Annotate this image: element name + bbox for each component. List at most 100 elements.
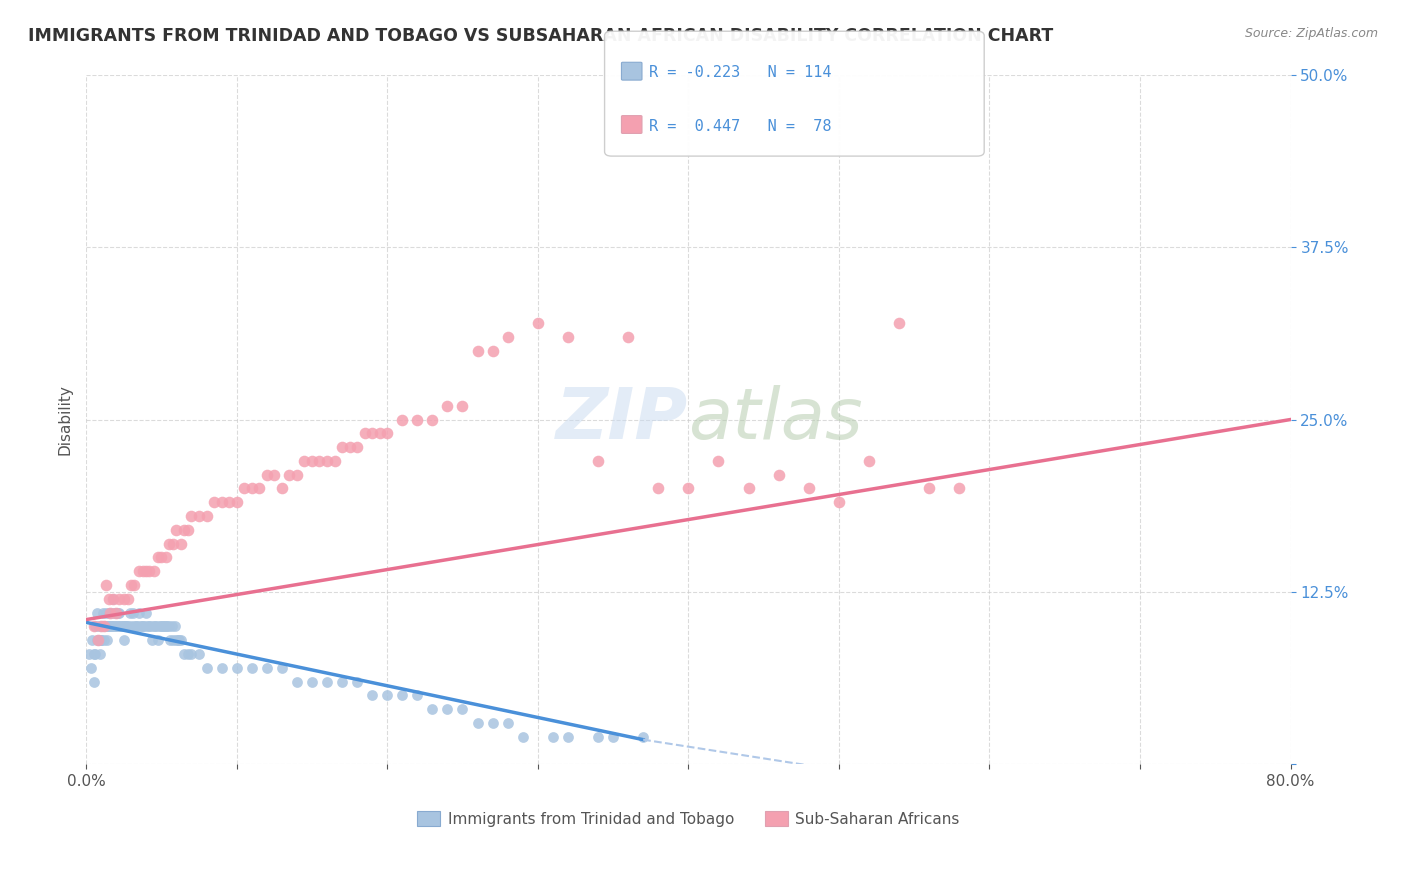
Point xyxy=(77,647,100,661)
Point xyxy=(858,454,880,468)
Point xyxy=(142,564,165,578)
Point xyxy=(256,661,278,675)
Point xyxy=(93,619,115,633)
Point xyxy=(89,647,111,661)
Point xyxy=(195,509,218,524)
Point xyxy=(157,537,180,551)
Y-axis label: Disability: Disability xyxy=(58,384,72,455)
Point xyxy=(188,509,211,524)
Point xyxy=(225,661,247,675)
Point xyxy=(121,606,143,620)
Point xyxy=(948,482,970,496)
Point xyxy=(150,619,173,633)
Point xyxy=(887,316,910,330)
Text: ZIP: ZIP xyxy=(557,385,689,454)
Point xyxy=(104,606,127,620)
Point xyxy=(247,482,270,496)
Point xyxy=(557,329,579,343)
Point xyxy=(180,647,202,661)
Point xyxy=(797,482,820,496)
Point xyxy=(422,702,444,716)
Point xyxy=(90,619,112,633)
Point xyxy=(108,619,131,633)
Point xyxy=(101,619,124,633)
Point xyxy=(467,343,489,358)
Point xyxy=(91,619,114,633)
Point xyxy=(173,523,195,537)
Point xyxy=(79,661,101,675)
Point xyxy=(233,482,256,496)
Point xyxy=(107,606,129,620)
Point xyxy=(91,606,114,620)
Point xyxy=(602,730,624,744)
Point xyxy=(83,619,105,633)
Point xyxy=(108,591,131,606)
Point xyxy=(117,619,139,633)
Point xyxy=(481,343,503,358)
Point xyxy=(292,454,315,468)
Point xyxy=(134,619,156,633)
Point xyxy=(301,454,323,468)
Point xyxy=(87,619,110,633)
Point xyxy=(496,716,519,731)
Point xyxy=(87,633,110,648)
Point xyxy=(104,619,127,633)
Point xyxy=(165,523,187,537)
Point xyxy=(173,647,195,661)
Point xyxy=(316,454,339,468)
Point xyxy=(162,537,184,551)
Point xyxy=(256,467,278,482)
Point xyxy=(496,329,519,343)
Point xyxy=(436,702,458,716)
Point xyxy=(114,619,136,633)
Point xyxy=(86,633,108,648)
Point xyxy=(526,316,548,330)
Point xyxy=(107,619,129,633)
Point xyxy=(512,730,534,744)
Point xyxy=(153,619,176,633)
Point xyxy=(225,495,247,509)
Point xyxy=(316,674,339,689)
Point xyxy=(156,619,179,633)
Point xyxy=(240,482,263,496)
Point xyxy=(375,689,398,703)
Point xyxy=(143,619,166,633)
Point xyxy=(112,591,135,606)
Point xyxy=(129,619,152,633)
Point xyxy=(98,619,121,633)
Point xyxy=(375,426,398,441)
Point xyxy=(301,674,323,689)
Point xyxy=(83,647,105,661)
Point xyxy=(96,619,118,633)
Point xyxy=(97,619,120,633)
Point xyxy=(170,633,193,648)
Point xyxy=(94,619,117,633)
Text: R =  0.447   N =  78: R = 0.447 N = 78 xyxy=(650,119,831,134)
Point xyxy=(152,619,174,633)
Point xyxy=(97,591,120,606)
Point xyxy=(270,661,292,675)
Point xyxy=(361,689,384,703)
Point xyxy=(323,454,346,468)
Point xyxy=(211,661,233,675)
Point xyxy=(120,578,142,592)
Point xyxy=(122,578,145,592)
Point xyxy=(406,412,429,426)
Point xyxy=(285,467,308,482)
Point xyxy=(120,619,142,633)
Point xyxy=(481,716,503,731)
Point xyxy=(127,619,149,633)
Point xyxy=(346,440,368,454)
Point xyxy=(122,619,145,633)
Point xyxy=(90,633,112,648)
Point xyxy=(105,619,128,633)
Point xyxy=(737,482,759,496)
Point xyxy=(308,454,330,468)
Point xyxy=(422,412,444,426)
Point xyxy=(87,633,110,648)
Point xyxy=(169,633,191,648)
Point xyxy=(93,633,115,648)
Point xyxy=(125,619,148,633)
Point xyxy=(707,454,730,468)
Point xyxy=(391,412,413,426)
